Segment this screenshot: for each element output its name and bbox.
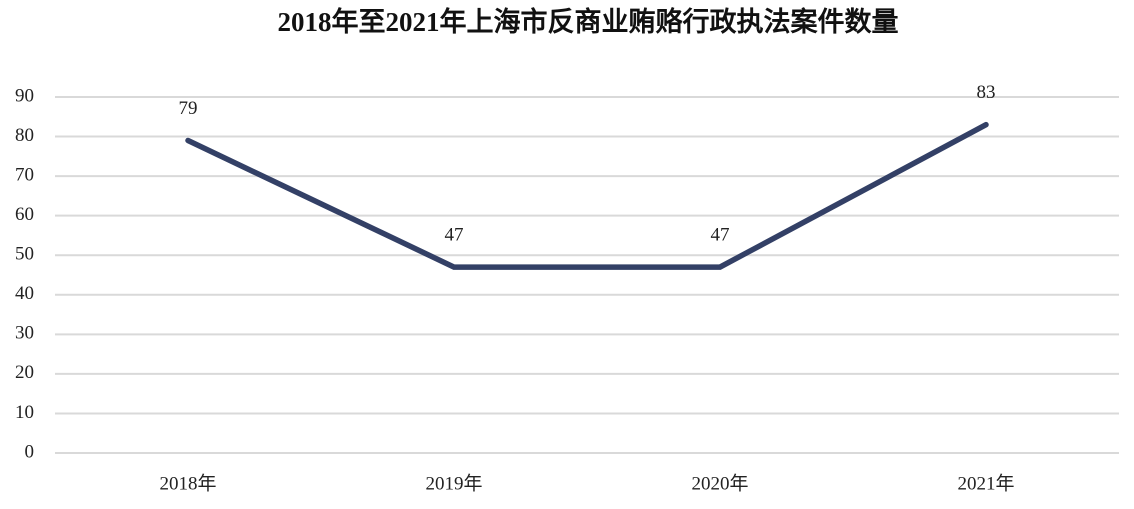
y-tick-label: 50 [15, 244, 34, 265]
y-tick-label: 90 [15, 85, 34, 106]
x-tick-label: 2019年 [425, 472, 482, 494]
data-label: 79 [179, 98, 198, 119]
line-series [185, 121, 989, 270]
data-label: 83 [977, 82, 996, 103]
y-tick-label: 80 [15, 125, 34, 146]
y-tick-label: 30 [15, 323, 34, 344]
y-tick-label: 0 [25, 441, 35, 462]
y-tick-label: 60 [15, 204, 34, 225]
data-label: 47 [445, 224, 464, 245]
x-tick-label: 2018年 [159, 472, 216, 494]
y-tick-label: 20 [15, 362, 34, 383]
chart-title: 2018年至2021年上海市反商业贿赂行政执法案件数量 [278, 6, 899, 37]
x-tick-label: 2020年 [691, 472, 748, 494]
y-tick-label: 70 [15, 164, 34, 185]
x-tick-label: 2021年 [957, 472, 1014, 494]
data-label: 47 [711, 224, 730, 245]
y-tick-label: 40 [15, 283, 34, 304]
y-tick-label: 10 [15, 402, 34, 423]
